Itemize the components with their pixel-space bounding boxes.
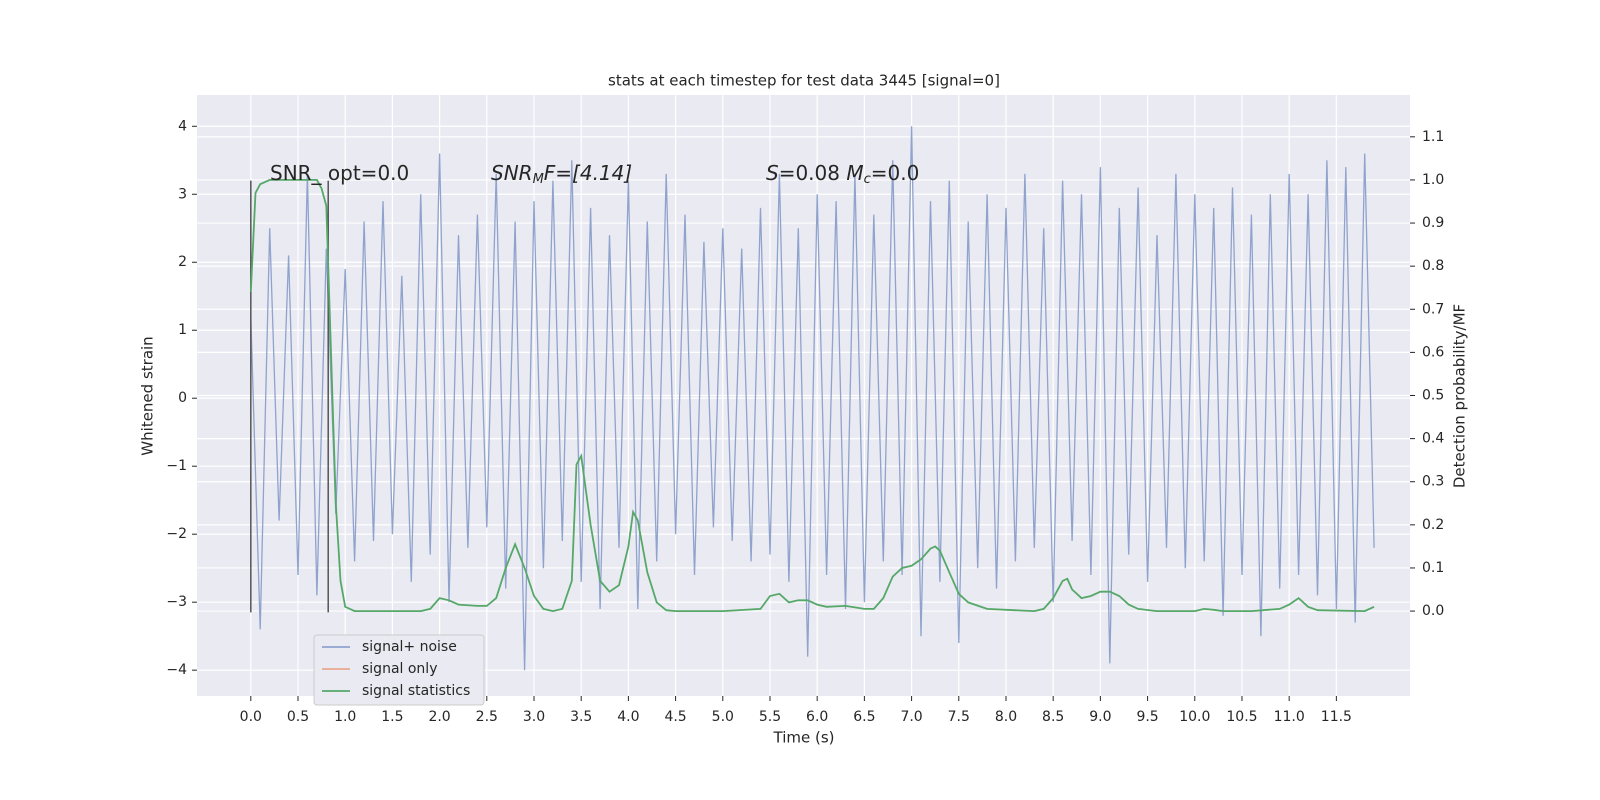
y-tick-label: 3 xyxy=(178,186,187,202)
annotation-part: M xyxy=(533,172,544,187)
x-tick-label: 5.0 xyxy=(712,709,734,725)
x-tick-label: 11.5 xyxy=(1321,709,1352,725)
series-line xyxy=(249,179,1375,613)
y-axis-label: Whitened strain xyxy=(139,336,157,455)
y2-axis-label: Detection probability/MF xyxy=(1451,304,1469,488)
x-tick-label: 8.0 xyxy=(995,709,1017,725)
annotation: S=0.08 Mc=0.0 xyxy=(766,161,919,187)
x-tick-label: 7.5 xyxy=(948,709,970,725)
y2-tick-label: 0.5 xyxy=(1422,388,1444,404)
chart-title: stats at each timestep for test data 344… xyxy=(608,72,1000,90)
x-tick-label: 4.5 xyxy=(664,709,686,725)
annotation: SNR_ opt=0.0 xyxy=(270,161,409,185)
y-tick-label: −4 xyxy=(166,662,187,678)
y-tick-label: 2 xyxy=(178,254,187,270)
annotation-part: =0.08 xyxy=(779,161,847,185)
x-tick-label: 1.0 xyxy=(334,709,356,725)
x-tick-label: 10.5 xyxy=(1226,709,1257,725)
y2-tick-label: 0.4 xyxy=(1422,431,1444,447)
y2-tick-label: 0.0 xyxy=(1422,603,1444,619)
x-tick-label: 0.0 xyxy=(240,709,262,725)
y2-tick-label: 0.2 xyxy=(1422,517,1444,533)
annotation-part: c xyxy=(864,172,871,187)
y2-tick-label: 1.0 xyxy=(1422,172,1444,188)
y2-tick-label: 1.1 xyxy=(1422,129,1444,145)
x-tick-label: 7.0 xyxy=(900,709,922,725)
x-tick-label: 1.5 xyxy=(381,709,403,725)
x-tick-label: 8.5 xyxy=(1042,709,1064,725)
x-tick-label: 11.0 xyxy=(1274,709,1305,725)
x-tick-label: 9.5 xyxy=(1136,709,1158,725)
y2-tick-label: 0.8 xyxy=(1422,258,1444,274)
x-tick-label: 3.0 xyxy=(523,709,545,725)
legend-box xyxy=(313,634,485,706)
x-tick-label: 10.0 xyxy=(1179,709,1210,725)
annotation-part: SNR xyxy=(491,161,533,185)
x-tick-label: 9.0 xyxy=(1089,709,1111,725)
y2-tick-label: 0.7 xyxy=(1422,301,1444,317)
y2-tick-label: 0.6 xyxy=(1422,344,1444,360)
x-tick-label: 4.0 xyxy=(617,709,639,725)
y-tick-label: 1 xyxy=(178,322,187,338)
x-tick-label: 2.0 xyxy=(428,709,450,725)
y-tick-label: 0 xyxy=(178,390,187,406)
series-line xyxy=(250,126,1375,671)
annotation-part: M xyxy=(846,161,863,185)
x-tick-label: 6.0 xyxy=(806,709,828,725)
y-tick-label: −1 xyxy=(166,458,187,474)
y-tick-label: −2 xyxy=(166,526,187,542)
legend-label: signal statistics xyxy=(362,683,470,699)
y2-tick-label: 0.3 xyxy=(1422,474,1444,490)
annotation-part: F=[4.14] xyxy=(544,161,632,185)
annotation-part: S xyxy=(766,161,779,185)
legend-label: signal+ noise xyxy=(362,639,457,655)
y-tick-label: −3 xyxy=(166,594,187,610)
y2-tick-label: 0.1 xyxy=(1422,560,1444,576)
y-tick-label: 4 xyxy=(178,118,187,134)
x-tick-label: 3.5 xyxy=(570,709,592,725)
y2-tick-label: 0.9 xyxy=(1422,215,1444,231)
x-tick-label: 6.5 xyxy=(853,709,875,725)
x-tick-label: 0.5 xyxy=(287,709,309,725)
annotation-part: SNR_ opt=0.0 xyxy=(270,161,409,185)
annotation: SNRMF=[4.14] xyxy=(491,161,632,187)
legend-label: signal only xyxy=(362,661,437,677)
annotation-part: =0.0 xyxy=(871,161,920,185)
x-axis-label: Time (s) xyxy=(773,729,835,747)
x-tick-label: 5.5 xyxy=(759,709,781,725)
x-tick-label: 2.5 xyxy=(476,709,498,725)
